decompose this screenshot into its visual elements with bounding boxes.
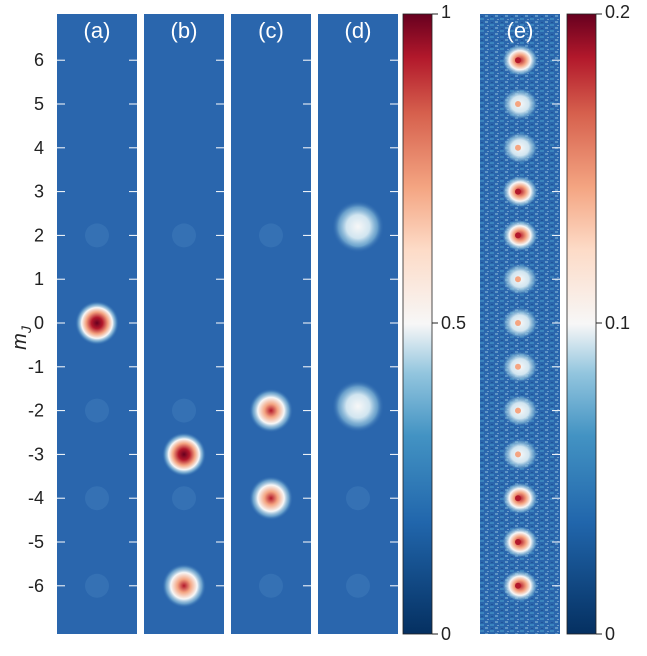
y-tick-label: 0 bbox=[34, 313, 44, 333]
y-tick-label: 5 bbox=[34, 94, 44, 114]
spot bbox=[249, 476, 293, 521]
panel-d: (d) bbox=[318, 14, 398, 634]
y-tick-label: -5 bbox=[28, 532, 44, 552]
faint-spot bbox=[346, 486, 370, 511]
faint-spot bbox=[85, 486, 109, 511]
panel-e-spot-core bbox=[515, 57, 521, 64]
panel-e: (e) bbox=[480, 14, 560, 634]
faint-spot bbox=[346, 573, 370, 598]
y-tick-label: -1 bbox=[28, 357, 44, 377]
spot bbox=[249, 388, 293, 433]
panel-background bbox=[318, 14, 398, 634]
colorbar-1-mid-label: 0.5 bbox=[441, 313, 466, 333]
colorbar-1-max-label: 1 bbox=[441, 2, 451, 22]
panel-e-spot-core bbox=[515, 539, 521, 545]
panel-label: (c) bbox=[258, 18, 284, 43]
y-axis-title: mJ bbox=[9, 325, 34, 350]
y-tick-label: 3 bbox=[34, 182, 44, 202]
panel-e-spot-core bbox=[515, 582, 521, 589]
panel-c: (c) bbox=[231, 14, 311, 634]
panel-e-spot-core bbox=[515, 144, 521, 151]
colorbar-2: 0.2 0.1 0 bbox=[566, 2, 630, 644]
panel-e-spot-core bbox=[515, 320, 521, 326]
spot bbox=[332, 380, 384, 433]
panel-e-spot-core bbox=[515, 451, 521, 458]
y-tick-label: -6 bbox=[28, 576, 44, 596]
y-tick-label: 2 bbox=[34, 225, 44, 245]
y-tick-label: -2 bbox=[28, 401, 44, 421]
panel-e-spot-core bbox=[515, 232, 521, 239]
panel-e-spot-core bbox=[515, 495, 521, 502]
y-tick-label: 1 bbox=[34, 269, 44, 289]
panel-e-spot-core bbox=[515, 101, 521, 107]
faint-spot bbox=[85, 573, 109, 598]
spot bbox=[332, 200, 384, 253]
colorbar-2-min-label: 0 bbox=[605, 624, 615, 644]
faint-spot bbox=[85, 398, 109, 423]
spot bbox=[75, 301, 119, 345]
faint-spot bbox=[259, 223, 283, 248]
colorbar-2-scale bbox=[566, 13, 597, 635]
colorbar-2-max-label: 0.2 bbox=[605, 2, 630, 22]
panel-label: (d) bbox=[345, 18, 372, 43]
y-tick-label: 6 bbox=[34, 50, 44, 70]
panel-label: (a) bbox=[84, 18, 111, 43]
panel-label: (e) bbox=[507, 18, 534, 43]
panel-e-spot-core bbox=[515, 407, 521, 414]
faint-spot bbox=[259, 573, 283, 598]
colorbar-1-scale bbox=[402, 13, 433, 635]
y-tick-label: -4 bbox=[28, 488, 44, 508]
y-tick-label: 4 bbox=[34, 138, 44, 158]
panel-b: (b) bbox=[144, 14, 224, 634]
panel-background bbox=[231, 14, 311, 634]
faint-spot bbox=[172, 486, 196, 511]
panel-label: (b) bbox=[171, 18, 198, 43]
panel-background bbox=[144, 14, 224, 634]
y-axis: 6 5 4 3 2 1 0 -1 -2 -3 -4 -5 -6 mJ bbox=[9, 50, 65, 596]
spot bbox=[162, 432, 206, 477]
panel-e-spot-core bbox=[515, 276, 521, 283]
y-tick-label: -3 bbox=[28, 444, 44, 464]
faint-spot bbox=[172, 223, 196, 248]
spot bbox=[162, 563, 206, 608]
colorbar-1-min-label: 0 bbox=[441, 624, 451, 644]
colorbar-2-mid-label: 0.1 bbox=[605, 313, 630, 333]
colorbar-1: 10.50 bbox=[402, 2, 466, 644]
panels-group: (a) (b) (c) (d) bbox=[57, 14, 398, 634]
panel-e-spot-core bbox=[515, 188, 521, 195]
panel-e-spot-core bbox=[515, 363, 521, 370]
faint-spot bbox=[172, 398, 196, 423]
panel-a: (a) bbox=[57, 14, 137, 634]
faint-spot bbox=[85, 223, 109, 248]
